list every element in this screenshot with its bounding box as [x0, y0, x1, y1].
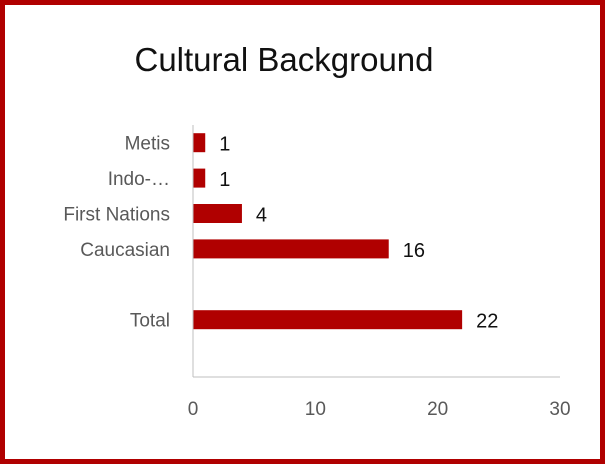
data-label: 22	[476, 311, 498, 333]
category-label: Total	[130, 311, 170, 332]
x-tick-label: 0	[188, 399, 199, 420]
bar	[193, 239, 389, 259]
data-label: 1	[219, 169, 230, 191]
category-label: First Nations	[63, 205, 170, 226]
x-tick-label: 10	[305, 399, 326, 420]
bar	[193, 168, 206, 188]
x-ticks: 0 10 20 30	[188, 399, 571, 420]
x-tick-label: 20	[427, 399, 448, 420]
x-tick-label: 30	[549, 399, 570, 420]
labels-layer: Metis 1 Indo-… 1 First Nations 4 Caucasian 16 To…	[63, 134, 498, 333]
data-label: 16	[403, 240, 425, 262]
category-label: Indo-…	[108, 169, 170, 190]
bar	[193, 204, 242, 223]
category-label: Metis	[125, 134, 170, 155]
category-label: Caucasian	[80, 240, 170, 261]
bar	[193, 310, 463, 330]
bars-layer	[193, 133, 463, 330]
data-label: 4	[256, 205, 267, 227]
bar	[193, 133, 206, 153]
data-label: 1	[219, 134, 230, 156]
chart-title: Cultural Background	[134, 41, 434, 78]
